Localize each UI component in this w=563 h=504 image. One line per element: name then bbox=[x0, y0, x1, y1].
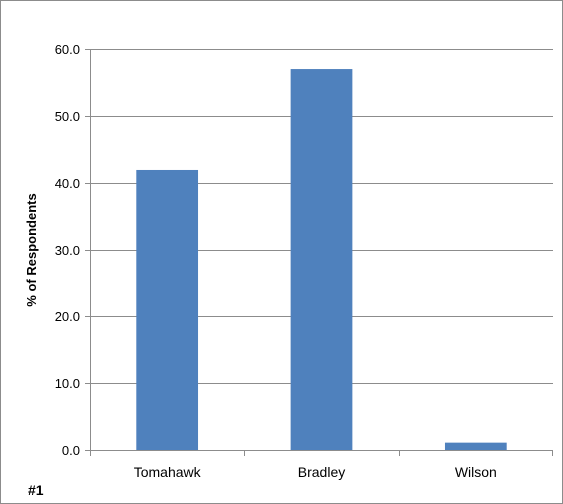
y-tick-label-1: 10.0 bbox=[55, 376, 80, 391]
bar-bradley bbox=[290, 69, 353, 451]
y-tick-label-3: 30.0 bbox=[55, 243, 80, 258]
bar-tomahawk bbox=[136, 169, 199, 451]
x-category-label-bradley: Bradley bbox=[298, 464, 345, 480]
y-tick-label-2: 20.0 bbox=[55, 309, 80, 324]
y-tick-label-6: 60.0 bbox=[55, 42, 80, 57]
y-tick-label-0: 0.0 bbox=[62, 443, 80, 458]
y-axis-title: % of Respondents bbox=[24, 193, 39, 306]
bar-wilson bbox=[444, 442, 507, 450]
axes bbox=[85, 49, 553, 456]
y-tick-label-5: 50.0 bbox=[55, 109, 80, 124]
labels: 0.0 10.0 20.0 30.0 40.0 50.0 60.0 Tomahawk Bradl… bbox=[55, 42, 497, 480]
chart-corner-label: #1 bbox=[28, 482, 44, 498]
x-category-label-tomahawk: Tomahawk bbox=[134, 464, 202, 480]
x-category-label-wilson: Wilson bbox=[455, 464, 497, 480]
y-tick-label-4: 40.0 bbox=[55, 176, 80, 191]
bars bbox=[136, 69, 507, 451]
